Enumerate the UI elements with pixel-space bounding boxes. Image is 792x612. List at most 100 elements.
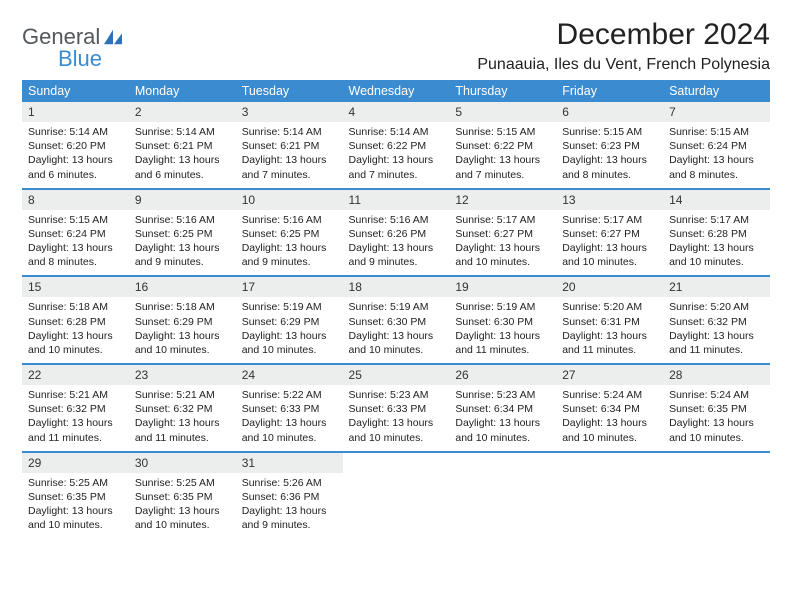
daylight-text: Daylight: 13 hours [242,153,337,167]
sunrise-text: Sunrise: 5:24 AM [562,388,657,402]
sunset-text: Sunset: 6:32 PM [135,402,230,416]
sunset-text: Sunset: 6:22 PM [349,139,444,153]
day-number: 16 [129,276,236,297]
sunrise-text: Sunrise: 5:20 AM [562,300,657,314]
daylight-text: and 10 minutes. [669,255,764,269]
month-title: December 2024 [477,18,770,52]
daylight-text: and 10 minutes. [349,343,444,357]
sunrise-text: Sunrise: 5:18 AM [28,300,123,314]
header: General Blue December 2024 Punaauia, Ile… [22,18,770,74]
day-cell: Sunrise: 5:19 AMSunset: 6:30 PMDaylight:… [449,297,556,364]
daylight-text: Daylight: 13 hours [455,416,550,430]
sunset-text: Sunset: 6:30 PM [455,315,550,329]
daylight-text: and 9 minutes. [135,255,230,269]
daylight-text: and 8 minutes. [669,168,764,182]
daylight-text: and 10 minutes. [455,255,550,269]
sunrise-text: Sunrise: 5:16 AM [135,213,230,227]
sunrise-text: Sunrise: 5:17 AM [455,213,550,227]
day-cell: Sunrise: 5:17 AMSunset: 6:28 PMDaylight:… [663,210,770,277]
sunset-text: Sunset: 6:34 PM [562,402,657,416]
sunset-text: Sunset: 6:21 PM [135,139,230,153]
day-cell: Sunrise: 5:20 AMSunset: 6:31 PMDaylight:… [556,297,663,364]
daylight-text: and 7 minutes. [349,168,444,182]
sunrise-text: Sunrise: 5:23 AM [455,388,550,402]
day-cell: Sunrise: 5:21 AMSunset: 6:32 PMDaylight:… [129,385,236,452]
day-cell: Sunrise: 5:15 AMSunset: 6:23 PMDaylight:… [556,122,663,189]
daylight-text: Daylight: 13 hours [669,153,764,167]
day-header: Sunday [22,80,129,102]
logo: General Blue [22,18,124,50]
daylight-text: Daylight: 13 hours [562,329,657,343]
daylight-text: Daylight: 13 hours [562,241,657,255]
daylight-text: and 7 minutes. [455,168,550,182]
daylight-text: Daylight: 13 hours [669,329,764,343]
day-number: 2 [129,102,236,122]
sunset-text: Sunset: 6:25 PM [242,227,337,241]
daylight-text: and 6 minutes. [135,168,230,182]
sunrise-text: Sunrise: 5:15 AM [28,213,123,227]
day-number: 22 [22,364,129,385]
sunset-text: Sunset: 6:25 PM [135,227,230,241]
sunset-text: Sunset: 6:33 PM [349,402,444,416]
sunset-text: Sunset: 6:29 PM [135,315,230,329]
sunrise-text: Sunrise: 5:24 AM [669,388,764,402]
sunrise-text: Sunrise: 5:19 AM [455,300,550,314]
sunrise-text: Sunrise: 5:25 AM [135,476,230,490]
sunrise-text: Sunrise: 5:15 AM [669,125,764,139]
title-block: December 2024 Punaauia, Iles du Vent, Fr… [477,18,770,74]
location: Punaauia, Iles du Vent, French Polynesia [477,56,770,74]
sunrise-text: Sunrise: 5:26 AM [242,476,337,490]
daylight-text: and 10 minutes. [242,431,337,445]
daylight-text: and 10 minutes. [349,431,444,445]
sunrise-text: Sunrise: 5:20 AM [669,300,764,314]
sunset-text: Sunset: 6:28 PM [28,315,123,329]
day-cell: Sunrise: 5:21 AMSunset: 6:32 PMDaylight:… [22,385,129,452]
daylight-text: and 11 minutes. [669,343,764,357]
daylight-text: Daylight: 13 hours [28,241,123,255]
day-cell: Sunrise: 5:15 AMSunset: 6:24 PMDaylight:… [22,210,129,277]
day-cell: Sunrise: 5:23 AMSunset: 6:33 PMDaylight:… [343,385,450,452]
sunset-text: Sunset: 6:24 PM [28,227,123,241]
daylight-text: Daylight: 13 hours [349,241,444,255]
daylight-text: Daylight: 13 hours [28,504,123,518]
logo-sail-icon [102,28,124,46]
daylight-text: Daylight: 13 hours [669,416,764,430]
daylight-text: and 10 minutes. [562,255,657,269]
day-cell: Sunrise: 5:22 AMSunset: 6:33 PMDaylight:… [236,385,343,452]
day-cell: Sunrise: 5:20 AMSunset: 6:32 PMDaylight:… [663,297,770,364]
daylight-text: Daylight: 13 hours [135,416,230,430]
sunset-text: Sunset: 6:27 PM [455,227,550,241]
day-cell: Sunrise: 5:14 AMSunset: 6:21 PMDaylight:… [129,122,236,189]
daylight-text: Daylight: 13 hours [349,329,444,343]
sunrise-text: Sunrise: 5:21 AM [135,388,230,402]
day-cell: Sunrise: 5:24 AMSunset: 6:34 PMDaylight:… [556,385,663,452]
daylight-text: and 11 minutes. [135,431,230,445]
day-cell: Sunrise: 5:14 AMSunset: 6:22 PMDaylight:… [343,122,450,189]
day-number: 5 [449,102,556,122]
sunset-text: Sunset: 6:27 PM [562,227,657,241]
day-cell: Sunrise: 5:16 AMSunset: 6:25 PMDaylight:… [236,210,343,277]
sunrise-text: Sunrise: 5:16 AM [349,213,444,227]
day-cell: Sunrise: 5:16 AMSunset: 6:26 PMDaylight:… [343,210,450,277]
day-header: Friday [556,80,663,102]
daylight-text: Daylight: 13 hours [242,329,337,343]
day-cell: Sunrise: 5:16 AMSunset: 6:25 PMDaylight:… [129,210,236,277]
daylight-text: Daylight: 13 hours [28,329,123,343]
sunrise-text: Sunrise: 5:14 AM [349,125,444,139]
day-number: 18 [343,276,450,297]
day-cell: Sunrise: 5:17 AMSunset: 6:27 PMDaylight:… [449,210,556,277]
daylight-text: Daylight: 13 hours [135,504,230,518]
daylight-text: Daylight: 13 hours [28,153,123,167]
sunrise-text: Sunrise: 5:19 AM [349,300,444,314]
day-header: Thursday [449,80,556,102]
daylight-text: Daylight: 13 hours [242,241,337,255]
daylight-text: and 10 minutes. [135,518,230,532]
day-number: 17 [236,276,343,297]
daylight-text: Daylight: 13 hours [562,416,657,430]
daylight-text: and 10 minutes. [455,431,550,445]
day-cell: Sunrise: 5:25 AMSunset: 6:35 PMDaylight:… [129,473,236,539]
sunset-text: Sunset: 6:33 PM [242,402,337,416]
day-cell: Sunrise: 5:18 AMSunset: 6:28 PMDaylight:… [22,297,129,364]
sunrise-text: Sunrise: 5:23 AM [349,388,444,402]
day-number: 25 [343,364,450,385]
